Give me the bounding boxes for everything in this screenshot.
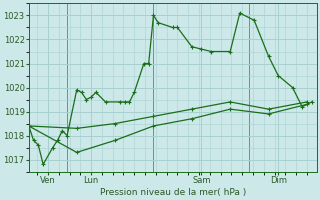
X-axis label: Pression niveau de la mer( hPa ): Pression niveau de la mer( hPa ) <box>100 188 246 197</box>
